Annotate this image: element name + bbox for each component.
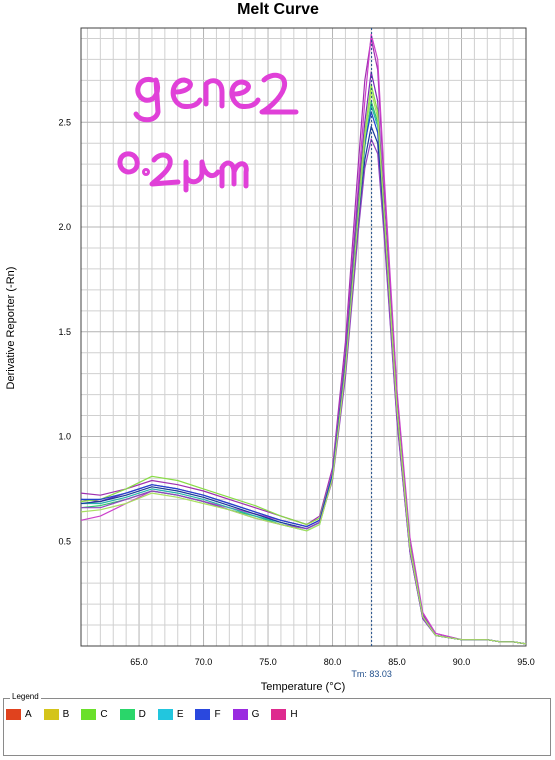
x-tick-label: 95.0: [517, 657, 535, 667]
melt-curve-series-3: [80, 71, 527, 645]
y-tick-label: 0.5: [58, 536, 71, 546]
y-tick-label: 2.0: [58, 222, 71, 232]
legend-label: F: [214, 709, 221, 720]
chart-title: Melt Curve: [237, 1, 319, 18]
legend-label: D: [138, 709, 146, 720]
melt-curve-series-1: [80, 37, 527, 645]
melt-curve-series-9: [81, 138, 527, 645]
legend-swatch: [271, 709, 287, 720]
handwritten-annotation-gene2: [133, 72, 299, 123]
legend-title: Legend: [10, 692, 41, 701]
legend-item-g[interactable]: G: [232, 709, 260, 720]
x-tick-label: 65.0: [130, 657, 148, 667]
y-tick-label: 1.0: [58, 432, 71, 442]
legend-label: E: [176, 709, 184, 720]
melt-curve-series-7: [81, 111, 527, 645]
legend-label: C: [100, 709, 108, 720]
legend-swatch: [195, 709, 211, 720]
melt-curve-series-10: [80, 90, 527, 645]
legend-items: A B C D E F G H: [6, 709, 310, 720]
legend-item-a[interactable]: A: [6, 709, 32, 720]
legend-item-h[interactable]: H: [271, 709, 298, 720]
x-tick-label: 75.0: [259, 657, 277, 667]
legend-label: A: [25, 709, 32, 720]
x-axis-label: Temperature (°C): [261, 681, 345, 693]
x-tick-labels: 65.0 70.0 75.0 80.0 85.0 90.0 95.0: [130, 657, 534, 667]
tm-marker-label: Tm: 83.03: [351, 669, 392, 679]
handwritten-annotation-concentration: [117, 151, 249, 193]
plot-frame: [80, 27, 527, 647]
legend-swatch: [43, 709, 59, 720]
melt-curve-chart: Melt Curve 0.5 1.0 1.5 2.0 2.5 65.0 70.0 75.0 8…: [5, 1, 535, 693]
melt-curve-series-8: [80, 125, 527, 645]
legend-item-c[interactable]: C: [81, 709, 108, 720]
legend-label: B: [62, 709, 70, 720]
legend-swatch: [6, 709, 21, 720]
x-tick-label: 80.0: [324, 657, 342, 667]
legend-swatch: [232, 709, 248, 720]
legend-label: H: [290, 709, 298, 720]
y-tick-label: 1.5: [58, 327, 71, 337]
melt-curve-series-6: [81, 104, 527, 645]
legend-box: [3, 698, 551, 756]
x-tick-label: 90.0: [453, 657, 471, 667]
y-axis-label: Derivative Reporter (-Rn): [5, 267, 17, 390]
legend-swatch: [157, 709, 173, 720]
legend-item-b[interactable]: B: [43, 709, 70, 720]
x-tick-label: 70.0: [195, 657, 213, 667]
y-tick-label: 2.5: [58, 117, 71, 127]
legend-item-e[interactable]: E: [157, 709, 184, 720]
x-tick-label: 85.0: [388, 657, 406, 667]
legend-item-f[interactable]: F: [195, 709, 221, 720]
legend-swatch: [81, 709, 97, 720]
y-tick-labels: 0.5 1.0 1.5 2.0 2.5: [58, 117, 71, 546]
series-lines: [80, 33, 527, 645]
legend-swatch: [119, 709, 135, 720]
legend-item-d[interactable]: D: [119, 709, 146, 720]
legend-label: G: [251, 709, 260, 720]
melt-curve-series-2: [80, 33, 527, 645]
